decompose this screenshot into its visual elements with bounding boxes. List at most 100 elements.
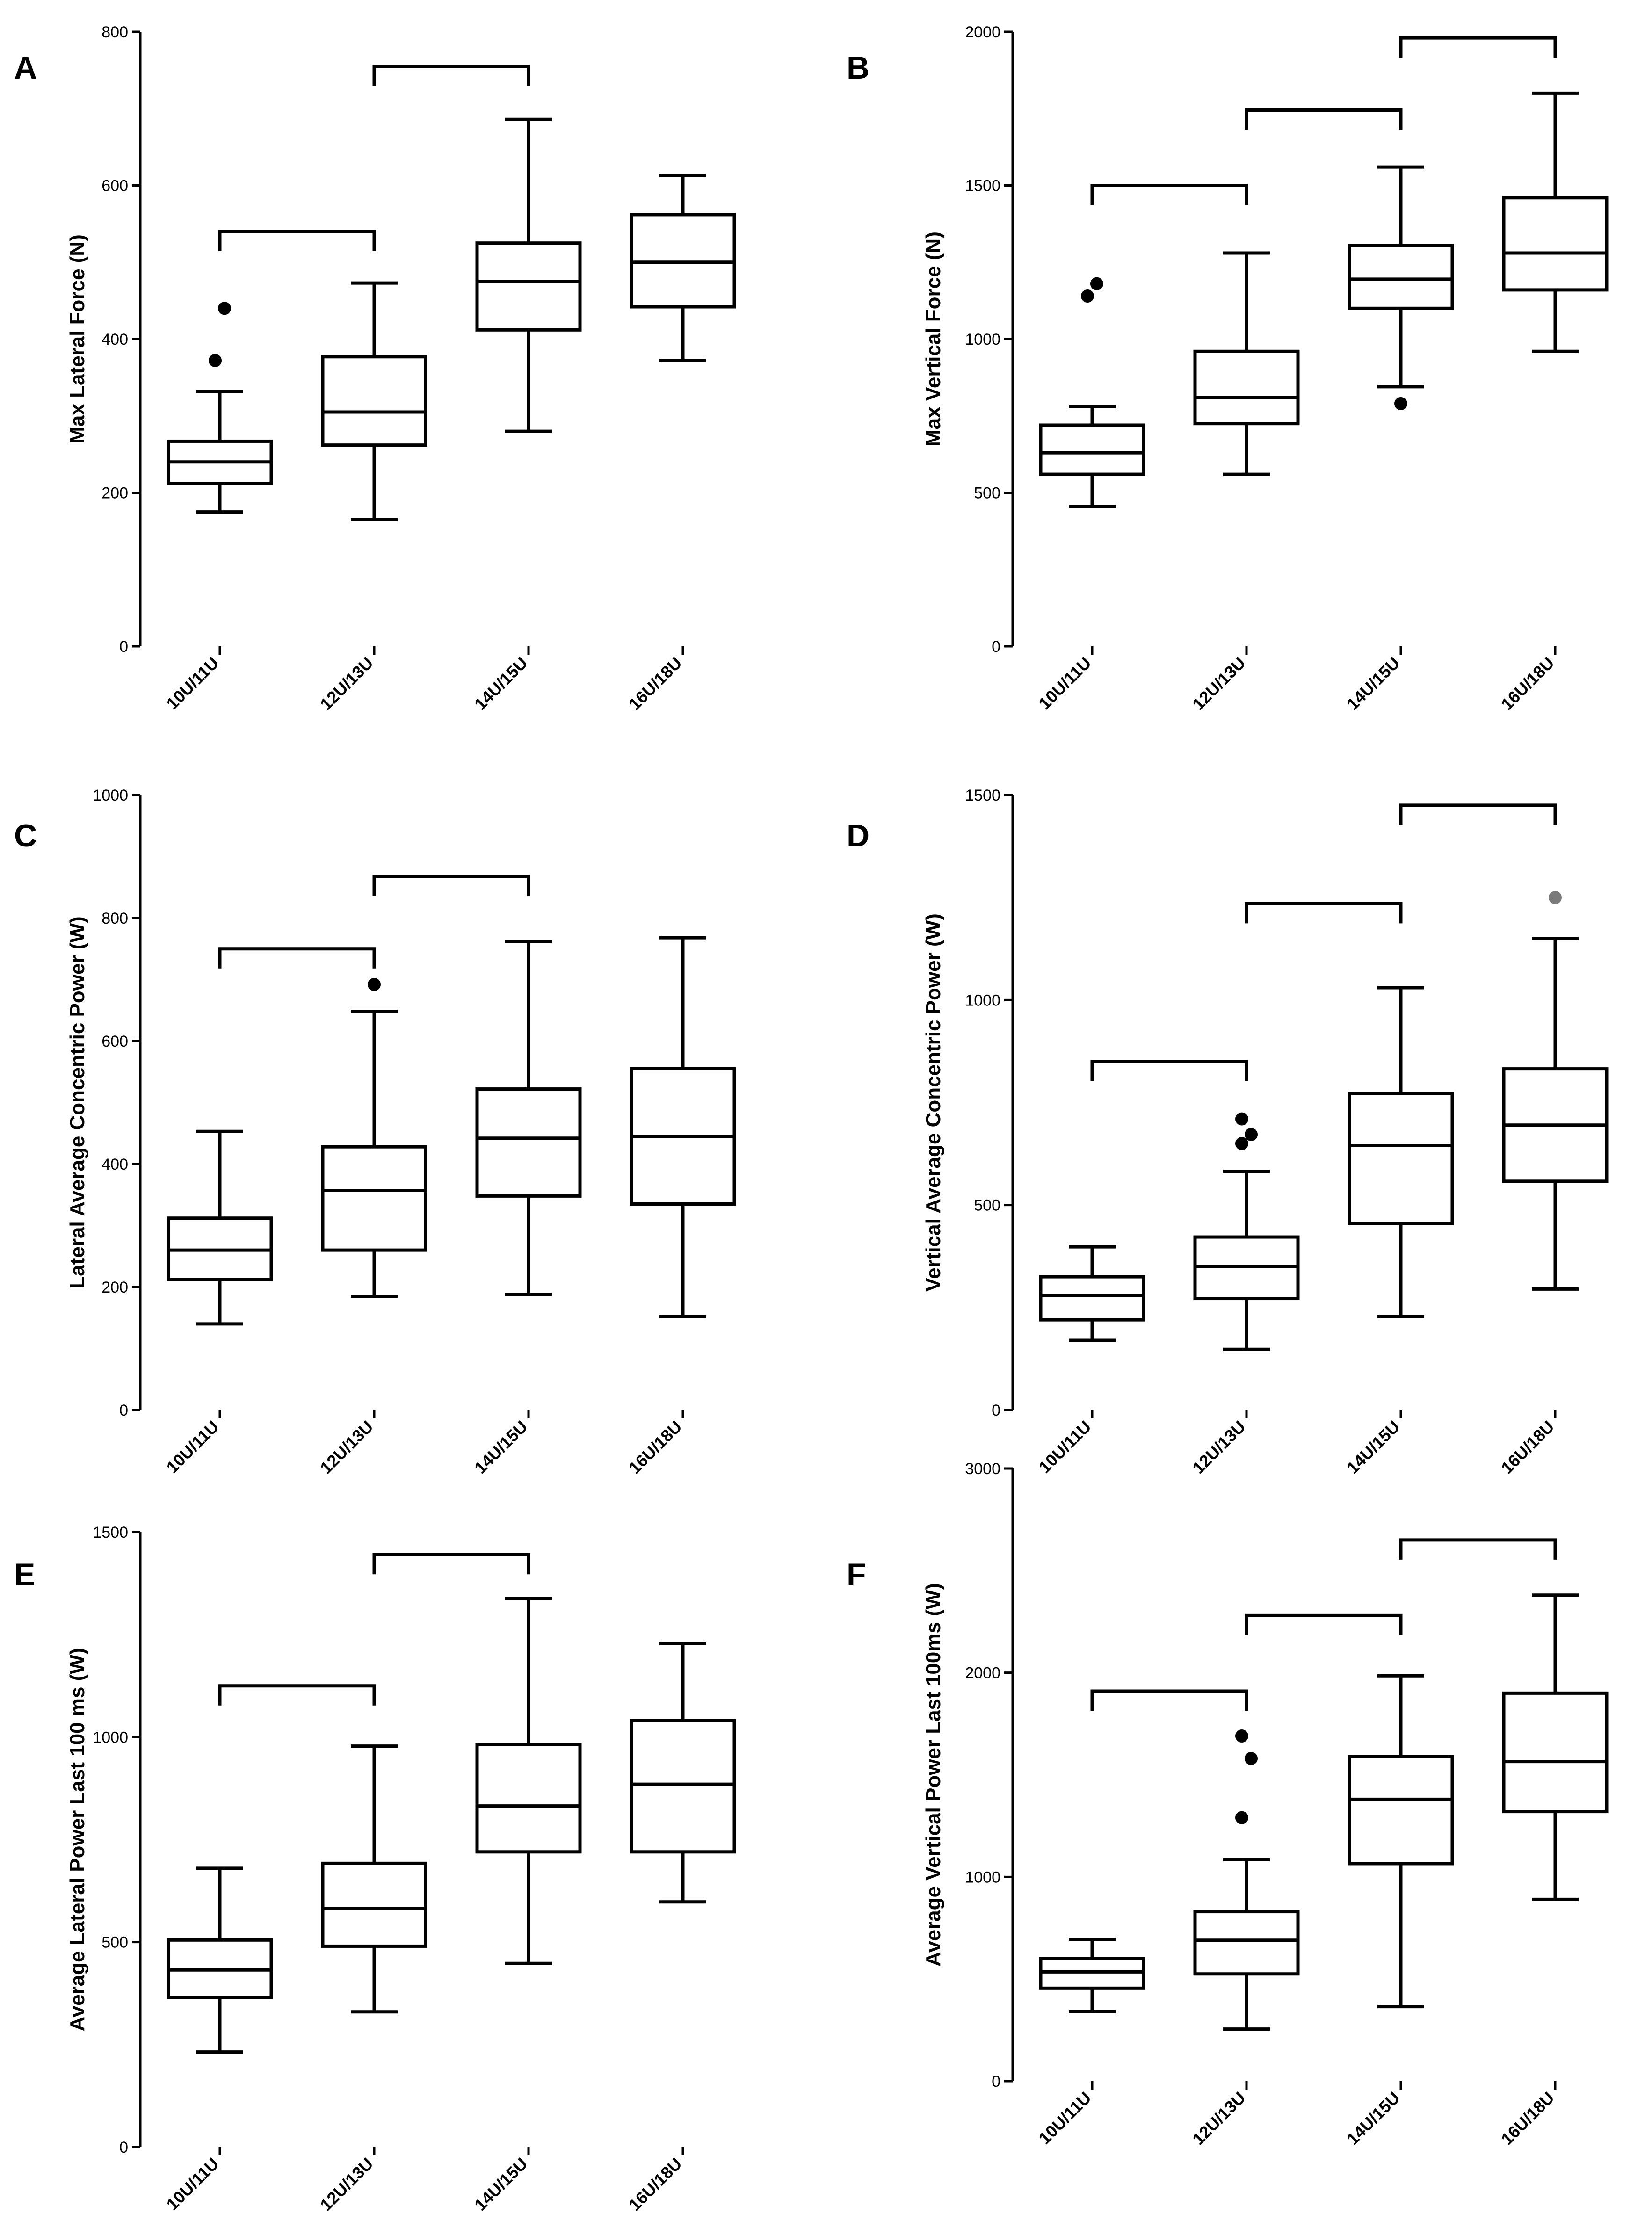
x-tick-label: 16U/18U <box>1497 2088 1558 2148</box>
iqr-box <box>630 1719 736 1854</box>
significance-bracket <box>1245 902 1403 924</box>
significance-bracket <box>218 1684 376 1706</box>
iqr-box <box>321 355 427 447</box>
x-tick-label: 10U/11U <box>163 1417 223 1477</box>
y-tick-label: 0 <box>119 638 128 656</box>
outlier-point <box>1235 1137 1248 1150</box>
outlier-point <box>368 978 381 991</box>
iqr-box <box>475 1743 582 1854</box>
x-tick-label: 12U/13U <box>316 653 377 714</box>
y-tick-label: 200 <box>101 1279 128 1296</box>
x-tick-label: 14U/15U <box>1343 2088 1403 2148</box>
y-tick-label: 500 <box>974 1197 1000 1215</box>
outlier-point <box>1081 289 1094 303</box>
panel-letter: D <box>847 818 869 853</box>
y-tick-label: 400 <box>101 331 128 348</box>
panel-f: F 0 1000 2000 3000 Average Vertical Power Las… <box>847 1460 1609 2148</box>
box-1 <box>1193 1729 1300 2031</box>
significance-bracket <box>1245 1613 1403 1635</box>
y-tick-label: 500 <box>101 1934 128 1952</box>
iqr-box <box>1348 244 1454 310</box>
significance-bracket <box>1090 184 1248 205</box>
y-axis-title: Average Lateral Power Last 100 ms (W) <box>66 1648 89 2031</box>
y-tick-label: 0 <box>992 638 1000 656</box>
y-tick-label: 200 <box>101 485 128 502</box>
x-tick-label: 16U/18U <box>625 2154 685 2214</box>
box-2 <box>475 1597 582 1965</box>
significance-bracket <box>372 875 530 896</box>
outlier-point <box>1235 1112 1248 1126</box>
x-tick-label: 14U/15U <box>1343 1417 1403 1477</box>
box-2 <box>475 117 582 433</box>
significance-bracket <box>1399 36 1557 58</box>
box-0 <box>1039 277 1145 508</box>
x-tick-label: 14U/15U <box>471 653 531 714</box>
x-tick-label: 10U/11U <box>1035 1417 1095 1477</box>
x-tick-label: 16U/18U <box>625 1417 685 1477</box>
y-axis-title: Vertical Average Concentric Power (W) <box>922 913 945 1292</box>
box-0 <box>1039 1245 1145 1342</box>
iqr-box <box>1039 423 1145 476</box>
x-tick-label: 16U/18U <box>1497 1417 1558 1477</box>
significance-bracket <box>218 947 376 969</box>
iqr-box <box>475 1087 582 1198</box>
outlier-point <box>1394 397 1407 410</box>
y-tick-label: 1000 <box>965 991 1000 1009</box>
iqr-box <box>1193 1910 1300 1976</box>
significance-bracket <box>372 65 530 86</box>
panel-letter: B <box>847 50 869 86</box>
box-2 <box>1348 165 1454 410</box>
box-1 <box>321 1744 427 2014</box>
iqr-box <box>1502 1691 1609 1814</box>
iqr-box <box>321 1145 427 1252</box>
panel-d: D 0 500 1000 1500 Vertical Average Concentric… <box>847 787 1609 1477</box>
x-tick-label: 14U/15U <box>471 2154 531 2214</box>
significance-bracket <box>372 1553 530 1575</box>
iqr-box <box>1039 1275 1145 1322</box>
y-tick-label: 2000 <box>965 23 1000 41</box>
x-tick-label: 10U/11U <box>1035 653 1095 713</box>
y-tick-label: 1000 <box>965 331 1000 348</box>
y-tick-label: 1500 <box>965 177 1000 195</box>
box-1 <box>321 281 427 521</box>
x-tick-label: 12U/13U <box>316 1417 377 1477</box>
y-axis-title: Max Lateral Force (N) <box>66 234 89 443</box>
outlier-point <box>1245 1128 1258 1141</box>
panel-e: E 0 500 1000 1500 Average Lateral Power Last … <box>14 1524 736 2214</box>
box-0 <box>167 1129 273 1326</box>
y-tick-label: 2000 <box>965 1664 1000 1682</box>
outlier-point <box>1549 891 1562 904</box>
iqr-box <box>1348 1755 1454 1866</box>
panel-letter: E <box>14 1557 35 1592</box>
box-2 <box>1348 986 1454 1318</box>
x-tick-label: 12U/13U <box>1188 1417 1249 1477</box>
outlier-point <box>1245 1752 1258 1765</box>
iqr-box <box>1348 1092 1454 1225</box>
iqr-box <box>1193 349 1300 426</box>
iqr-box <box>475 241 582 332</box>
x-tick-label: 12U/13U <box>1188 2088 1249 2148</box>
significance-bracket <box>1399 1538 1557 1560</box>
y-tick-label: 1500 <box>93 1524 128 1541</box>
y-tick-label: 800 <box>101 910 128 927</box>
y-tick-label: 3000 <box>965 1460 1000 1478</box>
significance-bracket <box>218 230 376 252</box>
y-tick-label: 0 <box>119 1402 128 1419</box>
y-tick-label: 1000 <box>965 1868 1000 1886</box>
box-0 <box>1039 1938 1145 2014</box>
panel-letter: A <box>14 50 37 86</box>
box-1 <box>1193 251 1300 476</box>
panel-c: C 0 200 400 600 800 1000 Lateral Average Concen… <box>14 787 736 1477</box>
box-3 <box>1502 91 1609 353</box>
x-tick-label: 16U/18U <box>625 653 685 714</box>
y-tick-label: 0 <box>992 2073 1000 2090</box>
iqr-box <box>321 1861 427 1948</box>
x-tick-label: 14U/15U <box>471 1417 531 1477</box>
box-0 <box>167 302 273 514</box>
significance-bracket <box>1399 803 1557 825</box>
significance-bracket <box>1090 1060 1248 1081</box>
panel-b: B 0 500 1000 1500 2000 Max Vertical Force (N) 1… <box>847 23 1609 714</box>
box-1 <box>321 978 427 1298</box>
outlier-point <box>218 302 231 315</box>
box-1 <box>1193 1112 1300 1351</box>
